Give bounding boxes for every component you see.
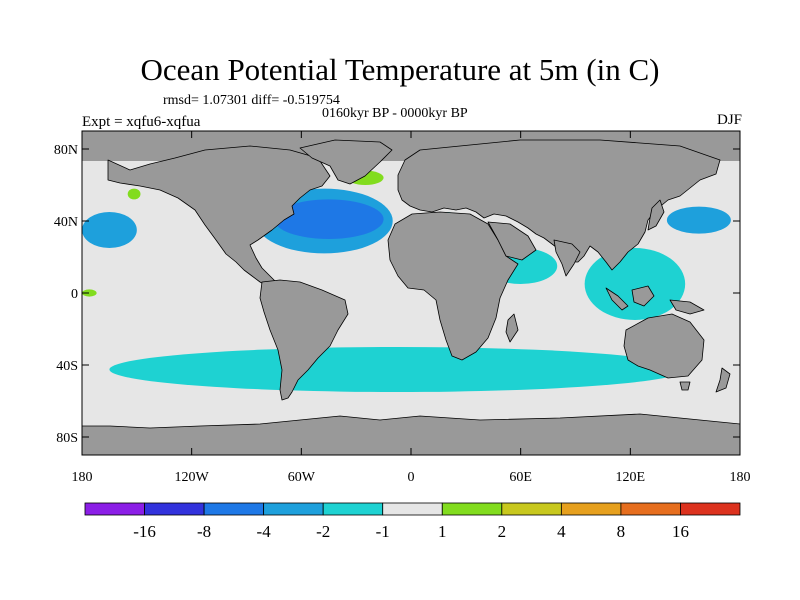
- lon-tick-label: 180: [730, 470, 751, 485]
- land-madagascar: [505, 313, 519, 343]
- land-new-zealand: [715, 367, 731, 393]
- axis-layer: 80N 40N 0 40S 80S 180 120W 60W 0 60E 120E 180: [54, 131, 751, 485]
- anomaly-northwest-pacific-cold: [666, 206, 731, 234]
- colorbar-label: 1: [438, 522, 447, 541]
- land-india: [553, 239, 581, 277]
- experiment-label: Expt = xqfu6-xqfua: [82, 114, 201, 130]
- land-japan: [647, 199, 665, 231]
- season-label: DJF: [716, 112, 742, 128]
- lon-tick-label: 180: [72, 470, 93, 485]
- lon-tick-label: 60W: [288, 470, 316, 485]
- colorbar-swatch: [84, 502, 145, 516]
- colorbar-swatch: [322, 502, 384, 516]
- land-greenland: [299, 139, 393, 185]
- chart-title: Ocean Potential Temperature at 5m (in C): [140, 52, 660, 87]
- colorbar-label: -1: [376, 522, 390, 541]
- lat-tick-label: 40N: [54, 215, 78, 230]
- anomaly-southern-ocean-band: [109, 347, 686, 392]
- land-eurasia: [397, 139, 721, 271]
- land-africa: [387, 211, 519, 361]
- lon-tick-label: 120E: [616, 470, 646, 485]
- rmsd-diff-stats: rmsd= 1.07301 diff= -0.519754: [163, 93, 340, 108]
- land-australia: [623, 313, 705, 379]
- colorbar-label: 4: [557, 522, 566, 541]
- colorbar-swatch: [560, 502, 622, 516]
- land-tasmania: [679, 381, 691, 391]
- land-layer: [82, 131, 740, 455]
- colorbar-swatch: [382, 502, 443, 516]
- anomaly-maritime-continent: [584, 248, 686, 320]
- lon-tick-label: 60E: [509, 470, 532, 485]
- land-new-guinea: [669, 299, 705, 315]
- colorbar-label: -8: [197, 522, 211, 541]
- colorbar-swatch: [144, 502, 205, 516]
- land-borneo: [631, 285, 655, 307]
- land-arabia: [487, 221, 537, 261]
- colorbar-label: -4: [257, 522, 272, 541]
- colorbar-label: -2: [316, 522, 330, 541]
- colorbar-swatch: [263, 502, 324, 516]
- colorbar-label: 2: [498, 522, 507, 541]
- lat-tick-label: 80S: [56, 431, 78, 446]
- colorbar-label: 8: [617, 522, 626, 541]
- colorbar-label: -16: [133, 522, 156, 541]
- lat-tick-label: 0: [71, 287, 78, 302]
- lat-tick-label: 40S: [56, 359, 78, 374]
- land-south-america: [259, 279, 349, 401]
- land-sumatra: [605, 287, 629, 311]
- anomaly-equatorial-west-atlantic-warm: [82, 289, 97, 297]
- colorbar-swatch: [620, 502, 681, 516]
- colorbar-swatch: [680, 502, 741, 516]
- land-north-america: [107, 145, 331, 291]
- lon-tick-label: 0: [408, 470, 415, 485]
- colorbar-swatch: [203, 502, 265, 516]
- colorbar-swatch: [441, 502, 503, 516]
- map-plot-area: [82, 131, 740, 455]
- colorbar-label: 16: [672, 522, 689, 541]
- colorbar: -16 -8 -4 -2 -1 1 2 4 8 16: [84, 502, 741, 541]
- land-antarctica: [82, 413, 740, 455]
- colorbar-swatch: [501, 502, 562, 516]
- time-period: 0160kyr BP - 0000kyr BP: [322, 106, 468, 121]
- anomaly-gulf-of-alaska-warm: [127, 188, 141, 200]
- anomaly-northeast-pacific-cold: [82, 212, 137, 248]
- anomaly-north-atlantic-cold: [273, 199, 384, 239]
- lat-tick-label: 80N: [54, 143, 78, 158]
- lon-tick-label: 120W: [175, 470, 210, 485]
